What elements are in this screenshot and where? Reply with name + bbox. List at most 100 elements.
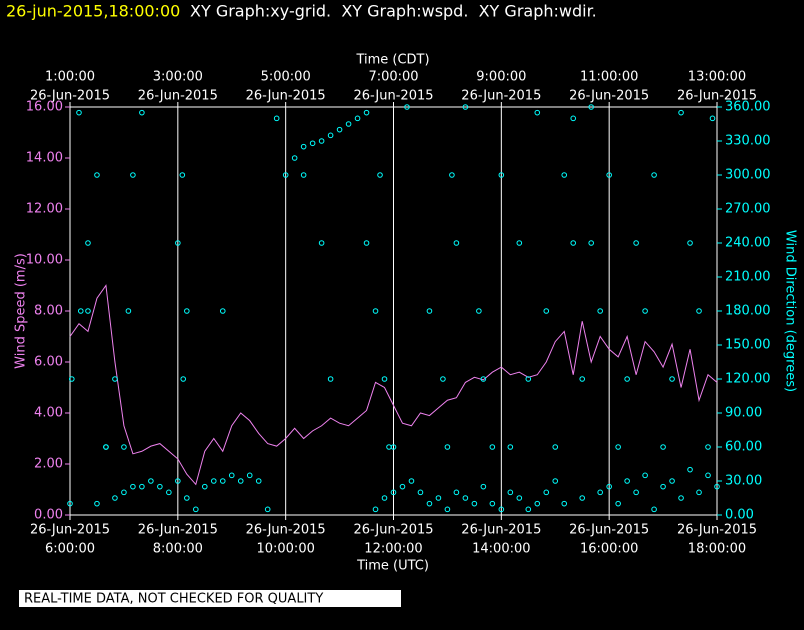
wind-direction-point (453, 240, 460, 246)
wind-direction-point (291, 155, 298, 161)
y-tick-label: 12.00 (26, 202, 63, 217)
wind-direction-point (606, 172, 612, 178)
y2-tick-label: 180.00 (725, 304, 771, 319)
wind-direction-point (669, 478, 675, 484)
y2-tick-label: 90.00 (725, 406, 762, 421)
wind-direction-point (534, 500, 541, 507)
wind-direction-point (175, 478, 181, 484)
wind-direction-point (94, 172, 100, 178)
wind-direction-point (588, 104, 594, 110)
wind-direction-point (579, 376, 586, 382)
note-box (19, 590, 401, 607)
y2-tick-label: 330.00 (725, 134, 771, 149)
wind-direction-point (444, 506, 451, 513)
wind-direction-point (219, 308, 226, 314)
x2-tick-label: 26-Jun-2015 (30, 89, 110, 104)
y-tick-label: 16.00 (26, 100, 63, 115)
wind-direction-point (273, 115, 280, 122)
x-tick-label: 14:00:00 (472, 542, 530, 557)
wind-direction-point (103, 444, 109, 450)
wind-direction-point (157, 483, 163, 490)
y2-tick-label: 120.00 (725, 372, 771, 387)
wind-direction-point (68, 376, 75, 382)
x-tick-label: 26-Jun-2015 (353, 523, 433, 538)
wind-direction-point (417, 489, 424, 496)
x2-axis-label: Time (CDT) (355, 53, 429, 68)
wind-direction-point (426, 500, 433, 507)
wind-direction-point (327, 376, 334, 382)
wind-direction-point (705, 472, 711, 479)
wind-direction-point (525, 506, 532, 513)
y-tick-label: 8.00 (34, 304, 63, 319)
x-tick-label: 16:00:00 (580, 542, 638, 557)
wind-direction-point (516, 240, 523, 246)
chart-title: 26-jun-2015,18:00:00 (6, 2, 180, 21)
wind-direction-point (85, 308, 91, 314)
x-tick-label: 26-Jun-2015 (461, 523, 541, 538)
wind-direction-point (489, 444, 496, 450)
wind-direction-point (363, 109, 370, 116)
wind-direction-point (372, 506, 379, 513)
wind-direction-point (687, 240, 693, 246)
wind-direction-point (669, 376, 675, 382)
x-tick-label: 26-Jun-2015 (138, 523, 218, 538)
y2-tick-label: 30.00 (725, 474, 762, 489)
wind-direction-point (642, 472, 648, 479)
wind-direction-point (651, 506, 657, 513)
x-tick-label: 26-Jun-2015 (569, 523, 649, 538)
wind-direction-point (449, 172, 455, 178)
y2-tick-label: 210.00 (725, 270, 771, 285)
wind-direction-point (309, 140, 316, 147)
wind-direction-point (552, 478, 559, 484)
wind-direction-point (390, 444, 397, 450)
wind-direction-point (184, 308, 190, 314)
wind-direction-point (507, 489, 514, 496)
x2-tick-label: 11:00:00 (580, 70, 638, 85)
wind-direction-point (130, 483, 136, 490)
wind-direction-point (579, 495, 586, 501)
y-tick-label: 2.00 (34, 457, 63, 472)
x2-tick-label: 13:00:00 (688, 70, 746, 85)
wind-direction-point (112, 376, 118, 382)
x-tick-label: 18:00:00 (688, 542, 746, 557)
wind-direction-point (125, 308, 132, 314)
wind-direction-point (130, 172, 136, 178)
wind-direction-point (435, 495, 442, 501)
wind-direction-point (184, 495, 190, 501)
y2-axis-label: Wind Direction (degrees) (783, 230, 798, 392)
wind-direction-point (228, 472, 235, 479)
x-tick-label: 8:00:00 (153, 542, 203, 557)
x2-tick-label: 26-Jun-2015 (461, 89, 541, 104)
wind-direction-point (139, 109, 145, 116)
y2-tick-label: 270.00 (725, 202, 771, 217)
wind-direction-point (615, 444, 621, 450)
wind-direction-point (255, 478, 262, 484)
wind-direction-point (453, 489, 460, 496)
wind-direction-point (372, 308, 379, 314)
y-tick-label: 4.00 (34, 406, 63, 421)
x2-tick-label: 9:00:00 (476, 70, 526, 85)
x-axis-label: Time (UTC) (356, 559, 429, 574)
wind-direction-point (534, 109, 541, 116)
wind-direction-point (77, 308, 84, 314)
wind-direction-point (179, 172, 186, 178)
wind-direction-point (201, 483, 208, 490)
x2-tick-label: 26-Jun-2015 (569, 89, 649, 104)
wind-direction-point (237, 478, 244, 484)
wind-direction-point (94, 500, 100, 507)
wind-direction-point (166, 489, 172, 496)
wind-direction-point (175, 240, 181, 246)
wind-direction-point (282, 172, 289, 178)
wind-direction-point (678, 495, 684, 501)
x2-tick-label: 26-Jun-2015 (138, 89, 218, 104)
x2-tick-label: 26-Jun-2015 (353, 89, 433, 104)
note: REAL-TIME DATA, NOT CHECKED FOR QUALITY (24, 592, 323, 607)
wind-direction-point (687, 466, 693, 473)
wind-direction-point (570, 240, 577, 246)
y-axis-label: Wind Speed (m/s) (14, 253, 29, 369)
wind-direction-point (399, 483, 406, 490)
x2-tick-label: 3:00:00 (153, 70, 203, 85)
wind-direction-point (408, 478, 415, 484)
wind-direction-point (193, 506, 199, 513)
